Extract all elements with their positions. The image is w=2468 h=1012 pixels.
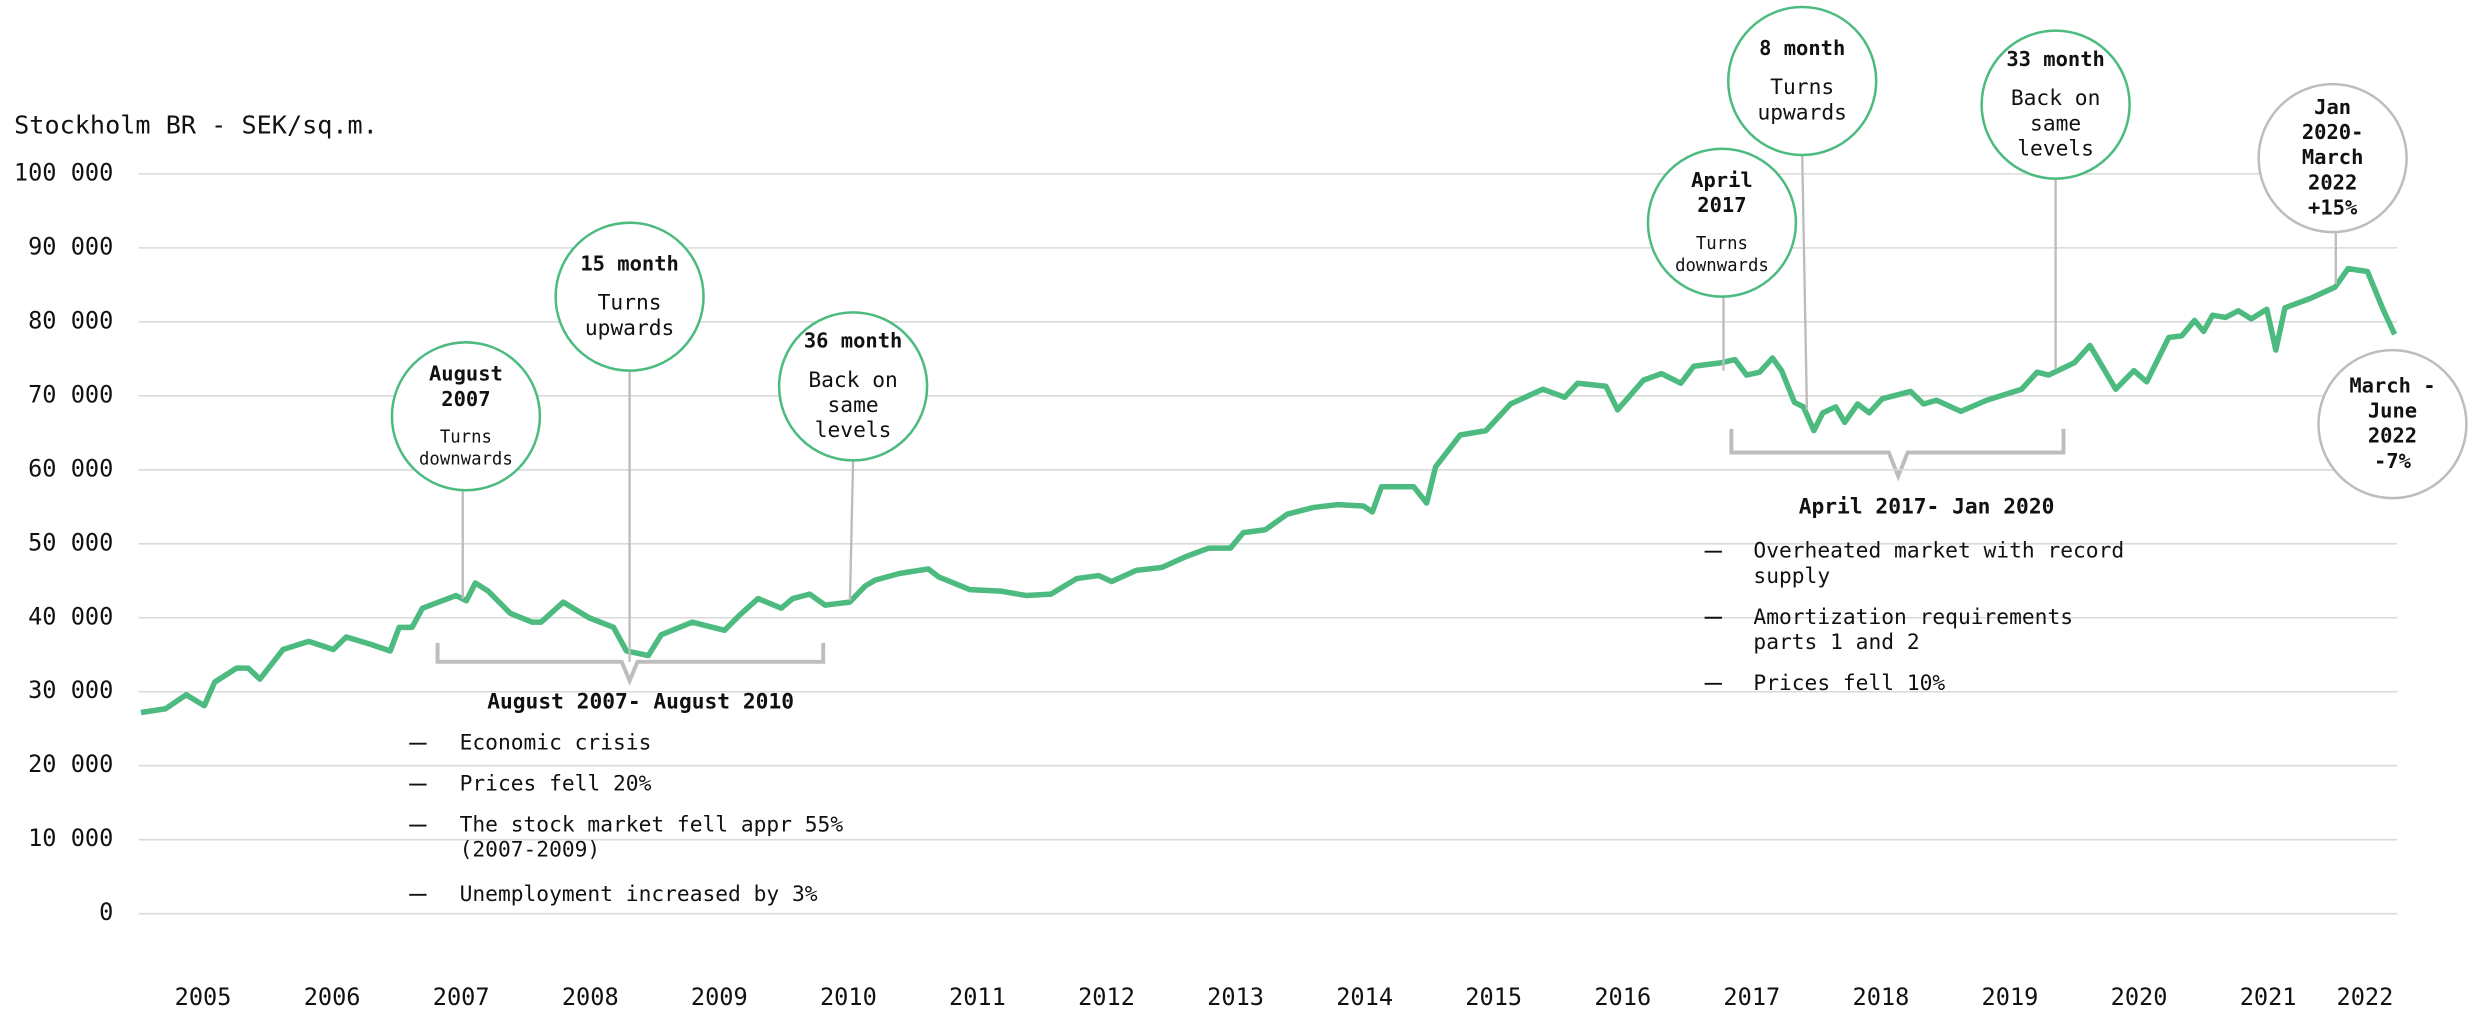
callout-title: 8 month [1759,36,1845,60]
x-tick-label: 2010 [820,983,877,1011]
callout-text: same [2030,111,2081,136]
callout-text: levels [815,418,892,443]
callout-title: 33 month [2006,47,2105,71]
y-tick-label: 10 000 [28,824,113,852]
note-item: Prices fell 20% [460,772,652,797]
note-item: Prices fell 10% [1753,671,1945,696]
callout-text: Turns [598,291,662,316]
x-tick-label: 2021 [2240,983,2297,1011]
bracket [435,642,826,686]
callout-circle [777,311,929,462]
note-item: parts 1 and 2 [1753,630,1919,655]
note-item: Unemployment increased by 3% [460,882,818,907]
callout-circle [2317,348,2468,500]
callout-title: 2022 [2368,424,2417,448]
y-tick-label: 80 000 [28,306,113,334]
note-item: Amortization requirements [1753,605,2073,630]
callout-text: levels [2017,136,2094,161]
x-tick-label: 2015 [1465,983,1522,1011]
note-item: Economic crisis [460,731,652,756]
connector [1801,154,1809,411]
callout-title: 2017 [1697,193,1746,217]
price-line [140,265,2398,716]
callout-title: June [2368,399,2417,423]
callout-circle [554,221,705,372]
x-tick-label: 2022 [2336,983,2393,1011]
callout-title: 2007 [441,387,490,411]
callout-circle [1646,147,1798,298]
callout-text: Back on [808,368,898,393]
callout-text: downwards [419,450,513,470]
x-tick-label: 2009 [691,983,748,1011]
callout-title: April [1691,168,1753,192]
x-tick-label: 2013 [1207,983,1264,1011]
x-tick-label: 2011 [949,983,1006,1011]
callout-text: upwards [585,316,675,341]
x-tick-label: 2008 [562,983,619,1011]
note-item: (2007-2009) [460,838,601,863]
x-tick-label: 2016 [1594,983,1651,1011]
callout-title: -7% [2374,449,2412,473]
y-tick-label: 30 000 [28,676,113,704]
y-tick-label: 90 000 [28,232,113,260]
y-tick-label: 20 000 [28,750,113,778]
callout-text: upwards [1757,100,1847,125]
y-tick-label: 40 000 [28,602,113,630]
callout-title: +15% [2308,196,2358,220]
x-tick-label: 2017 [1723,983,1780,1011]
callout-circle [2257,82,2408,234]
x-tick-label: 2014 [1336,983,1393,1011]
connector [848,460,855,601]
callout-text: Turns [1770,75,1834,100]
x-tick-label: 2012 [1078,983,1135,1011]
callout-text: downwards [1675,256,1769,276]
bracket [1729,428,2066,482]
y-tick-label: 0 [99,898,113,926]
y-axis-label: Stockholm BR - SEK/sq.m. [14,111,378,140]
callout-circle [1980,29,2131,180]
callout-text: Turns [440,428,492,448]
note-item: The stock market fell appr 55% [460,813,844,838]
callout-title: Jan [2314,95,2351,119]
x-tick-label: 2005 [175,983,232,1011]
y-tick-label: 70 000 [28,380,113,408]
note-item: supply [1753,564,1830,589]
callout-title: August [429,362,503,386]
callout-title: March - [2349,373,2435,397]
callout-title: 15 month [580,251,679,275]
x-tick-label: 2020 [2111,983,2168,1011]
callout-title: March [2302,145,2364,169]
y-tick-label: 50 000 [28,528,113,556]
y-tick-label: 60 000 [28,454,113,482]
x-tick-label: 2006 [304,983,361,1011]
callout-title: 2022 [2308,170,2357,194]
callout-circle [1726,5,1878,157]
note-heading: August 2007- August 2010 [487,690,794,715]
callout-text: Turns [1696,234,1748,254]
x-tick-label: 2007 [433,983,490,1011]
note-item: Overheated market with record [1753,539,2124,564]
note-heading: April 2017- Jan 2020 [1799,495,2055,520]
callout-circle [390,341,542,492]
x-tick-label: 2018 [1852,983,1909,1011]
callout-title: 2020- [2302,120,2364,144]
callout-title: 36 month [804,329,903,353]
y-tick-label: 100 000 [14,158,113,186]
callout-text: Back on [2011,86,2100,111]
callout-text: same [828,393,879,418]
x-tick-label: 2019 [1982,983,2039,1011]
